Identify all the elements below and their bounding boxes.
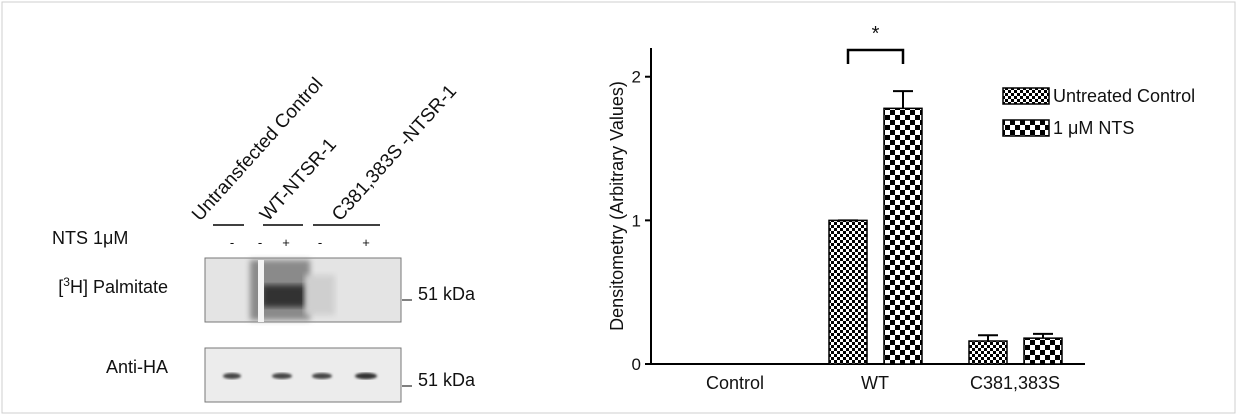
blot-band bbox=[262, 285, 306, 307]
blot-seam bbox=[258, 260, 264, 322]
significance-bracket bbox=[848, 50, 903, 64]
bar bbox=[1024, 338, 1062, 364]
y-axis-label: Densitometry (Arbitrary Values) bbox=[607, 81, 627, 331]
legend-swatch bbox=[1003, 120, 1049, 136]
lane-label: Untransfected Control bbox=[188, 74, 327, 225]
lane-label: C381,383S -NTSR-1 bbox=[328, 81, 461, 225]
sign: + bbox=[362, 235, 370, 250]
significance-label: * bbox=[872, 23, 880, 45]
error-bar bbox=[978, 335, 998, 341]
blot-band bbox=[355, 373, 377, 379]
bar bbox=[829, 220, 867, 364]
marker-label: 51 kDa bbox=[418, 284, 476, 304]
x-tick-label: C381,383S bbox=[970, 373, 1060, 393]
blot-panel: Untransfected Control WT-NTSR-1 C381,383… bbox=[52, 74, 476, 402]
y-tick-label: 1 bbox=[632, 211, 641, 230]
blot-band bbox=[223, 373, 241, 379]
sign: + bbox=[282, 235, 290, 250]
x-tick-label: WT bbox=[861, 373, 889, 393]
x-tick-label: Control bbox=[706, 373, 764, 393]
sign: - bbox=[258, 235, 262, 250]
treatment-label: NTS 1μM bbox=[52, 228, 128, 248]
marker-label: 51 kDa bbox=[418, 370, 476, 390]
y-tick-label: 2 bbox=[632, 68, 641, 87]
legend-swatch bbox=[1003, 88, 1049, 104]
error-bar bbox=[893, 91, 913, 108]
bar bbox=[884, 108, 922, 364]
legend-label: Untreated Control bbox=[1053, 86, 1195, 106]
legend-label: 1 μM NTS bbox=[1053, 118, 1134, 138]
sign: - bbox=[230, 235, 234, 250]
palmitate-label: [3H] Palmitate bbox=[58, 275, 168, 297]
bar bbox=[969, 341, 1007, 364]
blot-band bbox=[312, 373, 332, 379]
blot-band bbox=[305, 275, 335, 315]
figure: Untransfected Control WT-NTSR-1 C381,383… bbox=[0, 0, 1237, 415]
label-part: H] Palmitate bbox=[70, 277, 168, 297]
sign: - bbox=[318, 235, 322, 250]
antiha-label: Anti-HA bbox=[106, 357, 168, 377]
y-tick-label: 0 bbox=[632, 355, 641, 374]
blot-band bbox=[272, 373, 292, 379]
